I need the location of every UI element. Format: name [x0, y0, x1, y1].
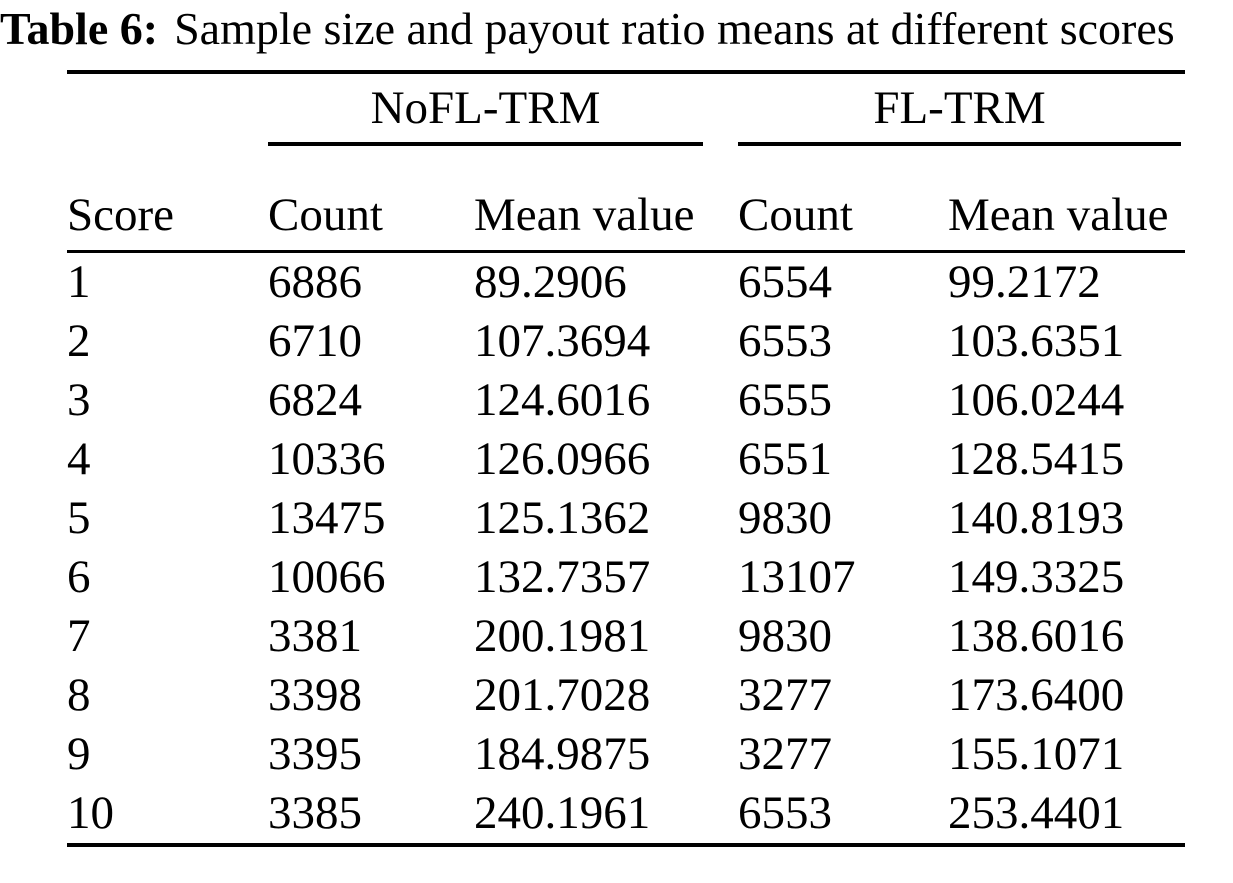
- cell-fl-count: 3277: [738, 728, 832, 780]
- cell-fl-count: 6551: [738, 433, 832, 485]
- group-header-row: NoFL-TRM FL-TRM: [67, 74, 1185, 146]
- cell-fl-mean: 155.1071: [948, 728, 1125, 780]
- cell-nofl-mean: 200.1981: [474, 610, 651, 662]
- cell-nofl-mean: 132.7357: [474, 551, 651, 603]
- cell-nofl-count: 10336: [268, 433, 386, 485]
- col-header-fl-count: Count: [738, 189, 853, 241]
- table-row: 2 6710 107.3694 6553 103.6351: [67, 312, 1185, 371]
- col-header-score: Score: [67, 189, 175, 241]
- caption-label: Table 6:: [0, 3, 159, 54]
- cell-fl-count: 6553: [738, 315, 832, 367]
- cell-nofl-mean: 184.9875: [474, 728, 651, 780]
- cell-nofl-mean: 89.2906: [474, 256, 627, 308]
- cell-nofl-count: 3395: [268, 728, 362, 780]
- cell-score: 3: [67, 374, 91, 426]
- cell-fl-count: 9830: [738, 610, 832, 662]
- cell-score: 10: [67, 787, 114, 839]
- caption-text: Sample size and payout ratio means at di…: [174, 3, 1175, 54]
- cell-score: 4: [67, 433, 91, 485]
- mid-rule: [67, 250, 1185, 253]
- cell-nofl-count: 10066: [268, 551, 386, 603]
- table-row: 6 10066 132.7357 13107 149.3325: [67, 548, 1185, 607]
- cell-fl-mean: 99.2172: [948, 256, 1101, 308]
- table-row: 10 3385 240.1961 6553 253.4401: [67, 784, 1185, 843]
- cell-fl-mean: 173.6400: [948, 669, 1125, 721]
- table-caption: Table 6: Sample size and payout ratio mea…: [0, 2, 1175, 55]
- table-row: 9 3395 184.9875 3277 155.1071: [67, 725, 1185, 784]
- cell-score: 7: [67, 610, 91, 662]
- col-header-nofl-mean: Mean value: [474, 189, 695, 241]
- column-header-row: Score Count Mean value Count Mean value: [67, 146, 1185, 250]
- table-row: 3 6824 124.6016 6555 106.0244: [67, 371, 1185, 430]
- table-row: 7 3381 200.1981 9830 138.6016: [67, 607, 1185, 666]
- cell-nofl-count: 6886: [268, 256, 362, 308]
- cell-score: 2: [67, 315, 91, 367]
- col-header-nofl-count: Count: [268, 189, 383, 241]
- table-row: 8 3398 201.7028 3277 173.6400: [67, 666, 1185, 725]
- cell-nofl-count: 3381: [268, 610, 362, 662]
- cell-score: 5: [67, 492, 91, 544]
- cell-nofl-count: 13475: [268, 492, 386, 544]
- cell-nofl-count: 3398: [268, 669, 362, 721]
- cell-nofl-count: 6710: [268, 315, 362, 367]
- group-header-fl-trm: FL-TRM: [738, 74, 1181, 146]
- cell-nofl-count: 3385: [268, 787, 362, 839]
- cell-nofl-mean: 124.6016: [474, 374, 651, 426]
- cell-fl-mean: 253.4401: [948, 787, 1125, 839]
- cell-fl-mean: 140.8193: [948, 492, 1125, 544]
- cell-fl-mean: 149.3325: [948, 551, 1125, 603]
- cell-fl-mean: 103.6351: [948, 315, 1125, 367]
- cell-fl-count: 3277: [738, 669, 832, 721]
- cell-score: 8: [67, 669, 91, 721]
- cell-nofl-mean: 201.7028: [474, 669, 651, 721]
- cell-score: 9: [67, 728, 91, 780]
- cell-score: 6: [67, 551, 91, 603]
- cell-fl-count: 6555: [738, 374, 832, 426]
- cell-fl-mean: 106.0244: [948, 374, 1125, 426]
- cell-nofl-mean: 107.3694: [474, 315, 651, 367]
- cell-nofl-mean: 240.1961: [474, 787, 651, 839]
- data-table: NoFL-TRM FL-TRM Score Count Mean value C…: [67, 70, 1185, 847]
- cell-fl-count: 9830: [738, 492, 832, 544]
- cell-fl-count: 6553: [738, 787, 832, 839]
- table-row: 4 10336 126.0966 6551 128.5415: [67, 430, 1185, 489]
- cell-score: 1: [67, 256, 91, 308]
- cell-nofl-count: 6824: [268, 374, 362, 426]
- cell-fl-count: 13107: [738, 551, 856, 603]
- cell-nofl-mean: 125.1362: [474, 492, 651, 544]
- col-header-fl-mean: Mean value: [948, 189, 1169, 241]
- cell-nofl-mean: 126.0966: [474, 433, 651, 485]
- cell-fl-mean: 138.6016: [948, 610, 1125, 662]
- table-row: 1 6886 89.2906 6554 99.2172: [67, 253, 1185, 312]
- cell-fl-count: 6554: [738, 256, 832, 308]
- group-header-nofl-trm: NoFL-TRM: [268, 74, 703, 146]
- cell-fl-mean: 128.5415: [948, 433, 1125, 485]
- table-row: 5 13475 125.1362 9830 140.8193: [67, 489, 1185, 548]
